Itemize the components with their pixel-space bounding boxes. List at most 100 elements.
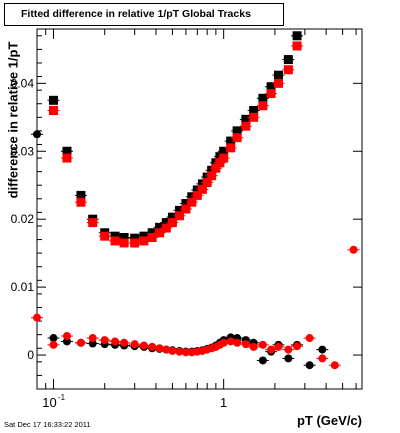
data-point-square <box>155 222 165 232</box>
data-point-square <box>174 205 184 215</box>
x-tick-label-exponent: -1 <box>58 393 66 402</box>
data-point-circle <box>233 338 242 347</box>
data-point-circle <box>267 345 276 354</box>
data-point-circle <box>49 340 58 349</box>
data-point-circle <box>258 340 267 349</box>
y-axis-label: difference in relative 1/pT <box>5 41 21 199</box>
data-point-circle <box>274 342 283 351</box>
data-point-square <box>48 106 58 116</box>
data-point-circle <box>249 342 258 351</box>
data-point-square <box>202 178 212 188</box>
x-tick-label: 10 <box>42 395 56 410</box>
data-point-square <box>258 101 268 111</box>
data-point-square <box>192 190 202 200</box>
data-point-square <box>181 204 191 214</box>
data-point-square <box>88 218 98 228</box>
data-point-square <box>258 93 268 103</box>
data-point-circle <box>33 130 41 139</box>
data-point-circle <box>155 344 164 353</box>
data-point-square <box>241 121 251 131</box>
timestamp: Sat Dec 17 16:33:22 2011 <box>4 420 91 429</box>
data-point-square <box>197 179 207 189</box>
data-point-square <box>187 192 197 202</box>
data-point-square <box>48 95 58 105</box>
data-point-square <box>161 218 171 228</box>
y-tick-label: 0.04 <box>11 76 35 90</box>
data-point-square <box>100 231 110 241</box>
data-point-square <box>197 184 207 194</box>
x-axis: 10 -1 1 <box>36 29 357 410</box>
data-point-square <box>139 236 149 246</box>
data-point-square <box>232 126 242 136</box>
data-point-square <box>241 114 251 124</box>
data-point-square <box>76 197 86 207</box>
data-point-square <box>192 185 202 195</box>
data-point-square <box>130 233 140 243</box>
data-point-square <box>167 212 177 222</box>
data-marks <box>31 31 360 370</box>
data-point-square <box>119 233 129 243</box>
data-point-square <box>181 199 191 209</box>
data-point-circle <box>130 340 139 349</box>
data-point-circle <box>241 340 250 349</box>
data-point-square <box>266 82 276 92</box>
data-point-square <box>292 31 302 41</box>
data-point-square <box>110 231 120 241</box>
y-tick-label: 0.01 <box>11 280 35 294</box>
data-point-circle <box>318 345 327 354</box>
data-point-square <box>226 136 236 146</box>
data-point-square <box>211 163 221 173</box>
data-point-circle <box>100 336 109 345</box>
data-point-square <box>62 146 72 156</box>
y-axis: 0 0.01 0.02 0.03 0.04 <box>11 35 362 390</box>
data-point-square <box>130 238 140 248</box>
data-point-square <box>219 153 229 163</box>
y-tick-label: 0 <box>27 348 34 362</box>
y-tick-label: 0.02 <box>11 212 35 226</box>
data-point-square <box>119 238 129 248</box>
data-point-circle <box>76 338 85 347</box>
data-point-circle <box>305 334 314 343</box>
data-point-square <box>155 228 165 238</box>
data-point-circle <box>148 342 157 351</box>
data-point-square <box>215 158 225 168</box>
data-point-square <box>266 89 276 99</box>
data-point-circle <box>330 361 339 370</box>
data-point-square <box>226 143 236 153</box>
x-axis-label: pT (GeV/c) <box>296 413 362 428</box>
data-point-square <box>273 70 283 80</box>
data-point-square <box>273 78 283 88</box>
data-point-circle <box>305 361 314 370</box>
data-point-square <box>207 171 217 181</box>
data-point-circle <box>284 354 293 363</box>
data-point-square <box>249 106 259 116</box>
data-point-circle <box>226 337 235 346</box>
data-point-square <box>139 231 149 241</box>
data-point-square <box>62 153 72 163</box>
data-point-square <box>249 112 259 122</box>
data-point-square <box>110 236 120 246</box>
data-point-square <box>161 223 171 233</box>
data-point-square <box>147 228 157 238</box>
data-point-circle <box>175 347 184 356</box>
data-point-circle <box>258 356 267 365</box>
data-point-square <box>283 65 293 75</box>
data-point-square <box>76 190 86 200</box>
data-point-circle <box>349 245 358 254</box>
chart-title: Fitted difference in relative 1/pT Globa… <box>4 3 284 26</box>
data-point-circle <box>88 334 97 343</box>
data-point-circle <box>318 354 327 363</box>
plot-frame <box>36 28 363 390</box>
data-point-square <box>283 55 293 65</box>
data-point-circle <box>49 334 58 343</box>
data-point-circle <box>162 345 171 354</box>
data-point-square <box>232 133 242 143</box>
data-point-square <box>219 146 229 156</box>
x-tick-label: 1 <box>220 395 227 410</box>
data-point-square <box>147 233 157 243</box>
data-point-circle <box>139 341 148 350</box>
data-point-circle <box>284 345 293 354</box>
data-point-circle <box>293 342 302 351</box>
data-point-square <box>174 211 184 221</box>
